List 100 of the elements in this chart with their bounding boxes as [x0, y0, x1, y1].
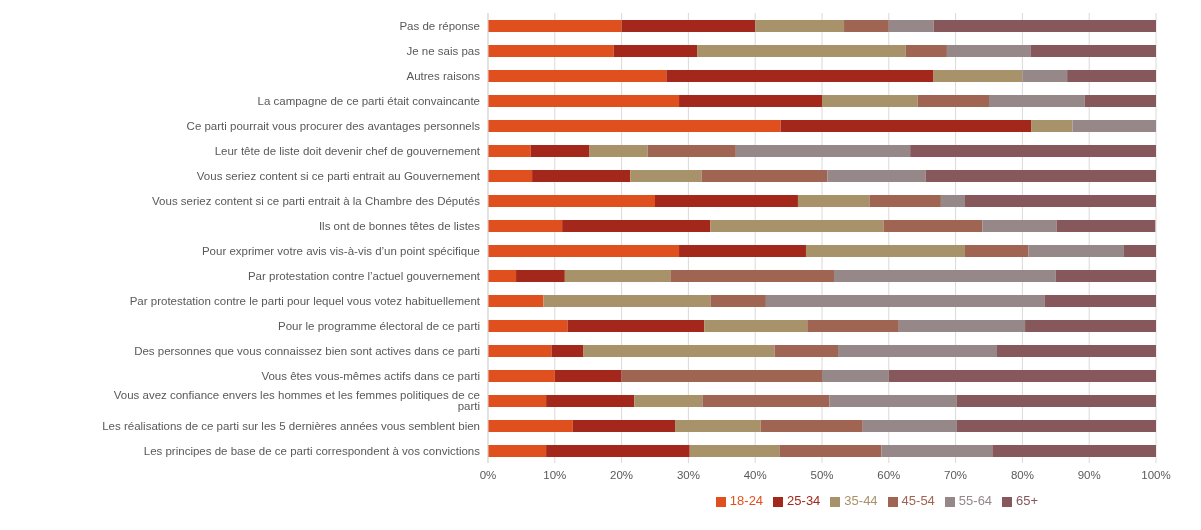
bar — [805, 245, 965, 257]
bar — [655, 195, 798, 207]
bar — [697, 45, 906, 57]
bar — [689, 445, 780, 457]
bar — [532, 170, 631, 182]
bar — [613, 45, 698, 57]
y-tick-label: Ce parti pourrait vous procurer des avantages personnels — [186, 119, 481, 132]
bar — [956, 395, 1156, 407]
y-tick-label: La campagne de ce parti était convaincante — [257, 94, 480, 107]
bar — [1028, 245, 1124, 257]
x-tick-label: 100% — [1141, 469, 1171, 482]
y-tick-label: Autres raisons — [406, 69, 481, 82]
bar — [834, 270, 1056, 282]
bar — [702, 395, 830, 407]
bar — [888, 370, 1156, 382]
bar — [956, 420, 1156, 432]
bar — [572, 420, 676, 432]
bar — [488, 420, 573, 432]
y-tick-label: Je ne sais pas — [406, 44, 481, 57]
bar — [917, 95, 989, 107]
bar — [710, 295, 766, 307]
bar — [964, 195, 1156, 207]
bar — [780, 120, 1032, 132]
bar — [583, 345, 775, 357]
bar — [862, 420, 957, 432]
x-tick-label: 80% — [1010, 469, 1034, 482]
bar — [666, 70, 934, 82]
legend-label: 45-54 — [901, 493, 935, 508]
bar — [488, 195, 655, 207]
bar — [488, 320, 568, 332]
bar — [530, 145, 590, 157]
legend-label: 35-44 — [844, 493, 878, 508]
bar — [925, 170, 1156, 182]
bar — [488, 20, 622, 32]
legend-label: 18-24 — [729, 493, 764, 508]
bar — [675, 420, 761, 432]
bar — [488, 170, 533, 182]
bar — [1044, 295, 1156, 307]
bar — [933, 70, 1023, 82]
bar — [647, 145, 736, 157]
bar — [869, 195, 941, 207]
bar — [488, 70, 667, 82]
x-tick-label: 20% — [610, 469, 634, 482]
x-tick-label: 70% — [944, 469, 968, 482]
bar — [940, 195, 965, 207]
bar — [964, 245, 1029, 257]
bar — [822, 95, 918, 107]
bar — [488, 120, 781, 132]
bar — [551, 345, 584, 357]
x-tick-label: 0% — [479, 469, 497, 482]
y-tick-label: Ils ont de bonnes têtes de listes — [318, 219, 481, 232]
bar — [765, 295, 1045, 307]
y-tick-label: Vous seriez content si ce parti entrait à la Chambre des Députés — [152, 194, 481, 207]
bar — [735, 145, 911, 157]
bar — [710, 220, 884, 232]
bar — [546, 395, 635, 407]
bar — [905, 45, 947, 57]
y-tick-label: Les réalisations de ce parti sur les 5 dernières années vous semblent bien — [102, 419, 480, 432]
bar — [488, 345, 552, 357]
bar — [546, 445, 690, 457]
bar — [562, 220, 711, 232]
bar — [779, 445, 882, 457]
y-tick-label: Pour le programme électoral de ce parti — [278, 319, 480, 332]
y-tick-label: Vous avez confiance envers les hommes et les femmes politiques de ce parti — [113, 388, 480, 413]
y-tick-label: Les principes de base de ce parti correspondent à vos convictions — [143, 444, 481, 457]
bar — [888, 20, 934, 32]
bar — [760, 420, 863, 432]
bar — [883, 220, 983, 232]
bar — [807, 320, 899, 332]
bar — [488, 95, 680, 107]
bar — [989, 95, 1085, 107]
bar — [567, 320, 705, 332]
bar — [679, 245, 806, 257]
bar — [755, 20, 845, 32]
bar — [1025, 320, 1156, 332]
bar — [488, 295, 544, 307]
bar — [488, 370, 555, 382]
bar — [997, 345, 1156, 357]
bar — [488, 245, 680, 257]
y-tick-label: Pas de réponse — [399, 19, 480, 32]
bar — [564, 270, 671, 282]
x-tick-label: 30% — [676, 469, 700, 482]
bar — [621, 370, 822, 382]
y-tick-label: Vous seriez content si ce parti entrait au Gouvernement — [196, 169, 481, 182]
y-tick-label: Par protestation contre l’actuel gouvernement — [247, 269, 481, 282]
bar — [1123, 245, 1156, 257]
bar — [1072, 120, 1156, 132]
bar — [589, 145, 648, 157]
x-tick-label: 90% — [1077, 469, 1101, 482]
x-tick-label: 10% — [543, 469, 567, 482]
bar — [488, 445, 547, 457]
bar — [946, 45, 1031, 57]
bar — [1030, 45, 1156, 57]
bar — [1022, 70, 1068, 82]
x-tick-label: 50% — [810, 469, 834, 482]
y-tick-label: Leur tête de liste doit devenir chef de gouvernement — [214, 144, 481, 157]
bar — [844, 20, 889, 32]
x-tick-label: 40% — [743, 469, 767, 482]
bar — [1084, 95, 1156, 107]
bar — [827, 170, 926, 182]
